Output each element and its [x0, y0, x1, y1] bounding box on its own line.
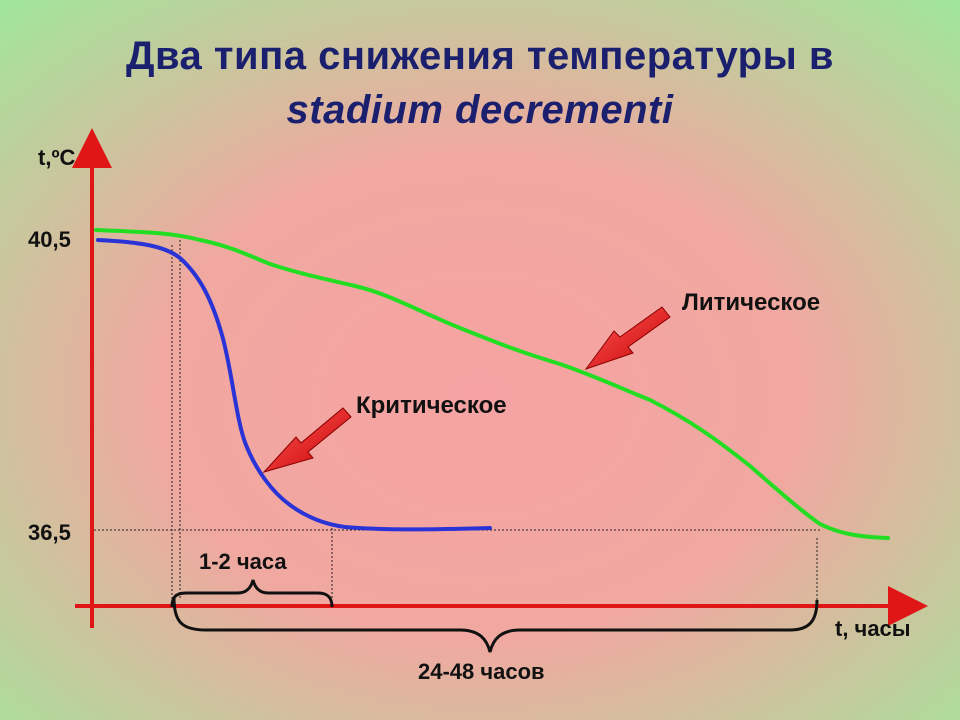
y-tick-label-36-5: 36,5	[28, 520, 71, 545]
slide-title-line2: stadium decrementi	[286, 88, 674, 132]
lytic-curve-label: Литическое	[682, 289, 820, 316]
arrow-to-lytic-curve	[584, 306, 671, 370]
critical-curve-label: Критическое	[356, 392, 507, 419]
slide-title-line1: Два типа снижения температуры в	[126, 34, 834, 78]
y-tick-label-40-5: 40,5	[28, 227, 71, 252]
interval-24-48-hours-label: 24-48 часов	[418, 659, 545, 684]
lytic-curve	[94, 228, 890, 540]
brace-1-2-hours	[170, 579, 334, 608]
y-axis-label: t,ºC	[38, 145, 75, 170]
critical-curve	[96, 238, 492, 532]
x-axis-label: t, часы	[835, 616, 911, 641]
brace-24-48-hours	[172, 597, 819, 653]
interval-1-2-hours-label: 1-2 часа	[199, 549, 287, 574]
arrow-to-critical-curve	[262, 407, 352, 473]
